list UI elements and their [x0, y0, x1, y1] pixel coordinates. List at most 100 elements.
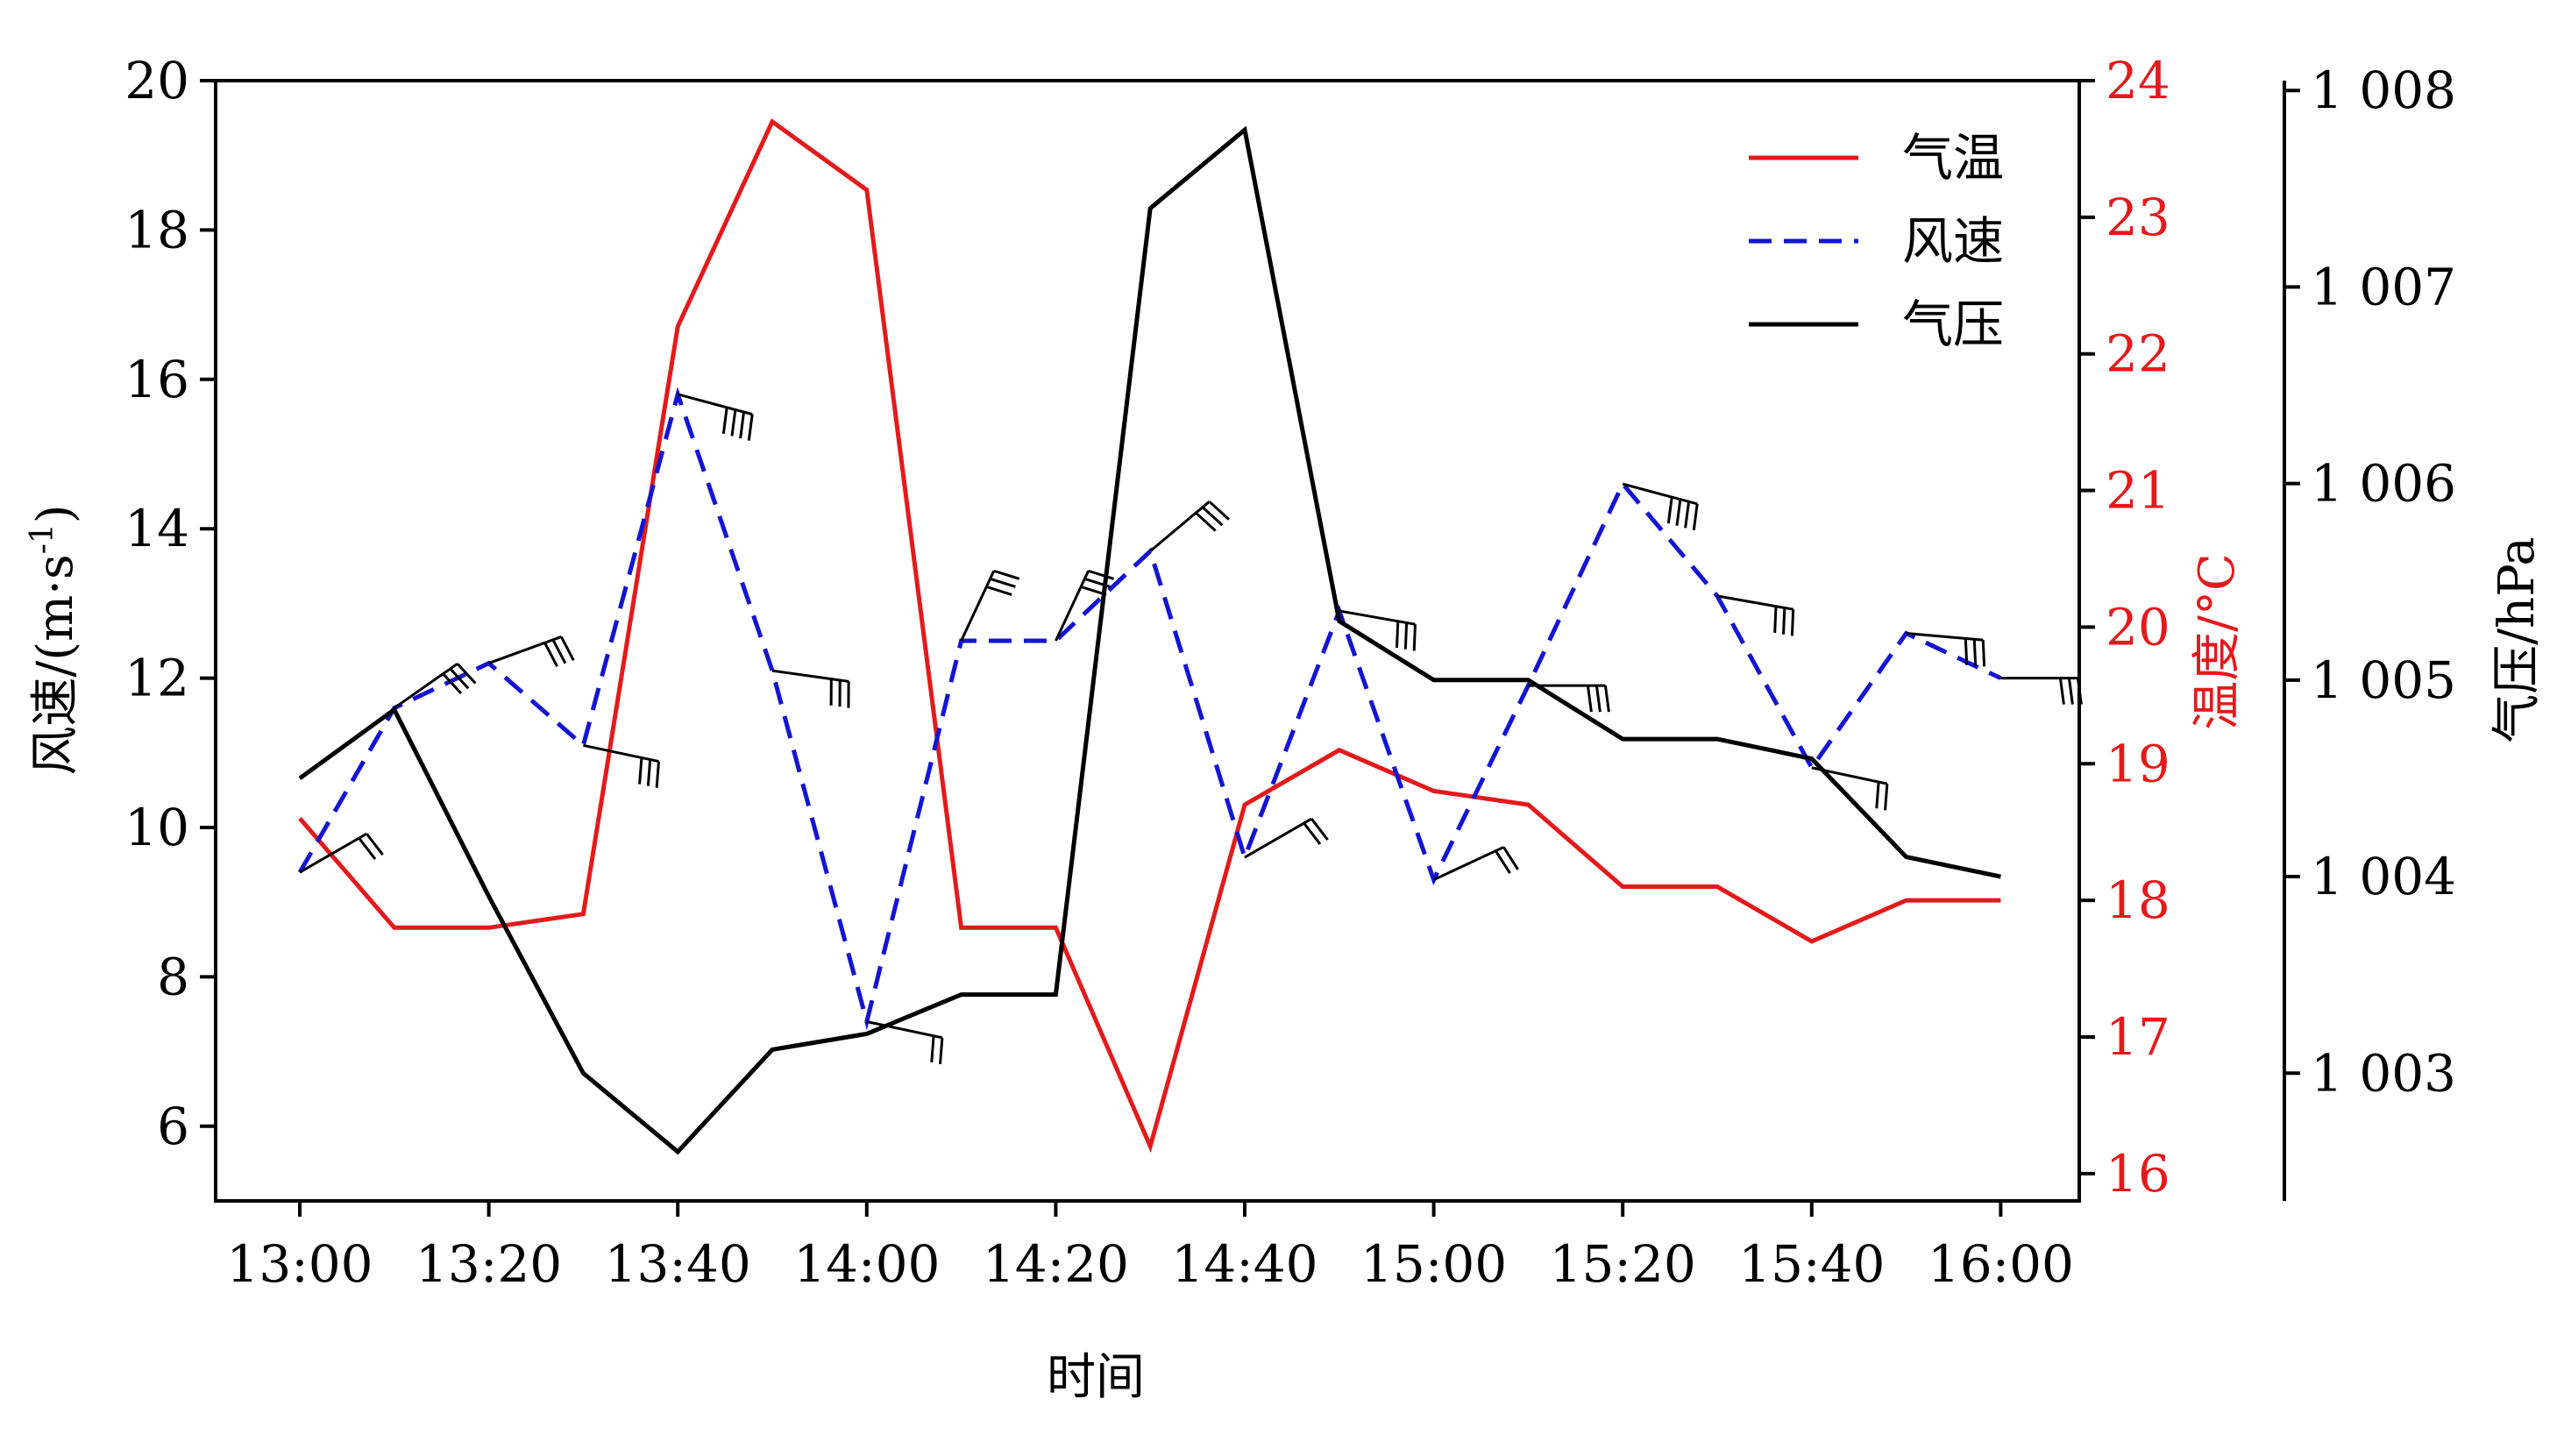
wind-barb-feather	[1972, 639, 1978, 666]
x-tick-label: 14:00	[793, 1234, 940, 1294]
wind-barb	[1906, 631, 1986, 667]
wind-barb-feather	[559, 636, 575, 661]
wind-barb	[1811, 766, 1889, 811]
y-left-axis-title-main: 风速/(m·s	[27, 554, 84, 775]
wind-barb-feather	[1692, 503, 1699, 531]
wind-barb-feather	[1773, 606, 1778, 633]
y-right-tick-label: 23	[2106, 188, 2170, 247]
wind-barb	[2000, 677, 2083, 705]
wind-barb-feather	[829, 678, 833, 706]
x-tick-label: 15:40	[1738, 1234, 1885, 1294]
wind-barbs	[299, 393, 2083, 1065]
wind-barb	[299, 832, 384, 874]
wind-barb-staff	[299, 832, 367, 874]
wind-barb-staff	[1339, 609, 1416, 626]
wind-barb-feather	[1195, 511, 1217, 532]
wind-barb-feather	[990, 577, 1016, 588]
wind-barb-feather	[1782, 607, 1786, 635]
wind-barb-staff	[1622, 482, 1698, 506]
pressure-tick-label: 1 005	[2311, 650, 2456, 710]
y-left-tick-label: 6	[157, 1097, 189, 1156]
wind-barb-feather	[655, 761, 660, 788]
x-tick-label: 15:00	[1360, 1234, 1507, 1294]
legend-label: 气压	[1902, 295, 2004, 354]
wind-barb	[1528, 684, 1610, 713]
wind-barb-feather	[2058, 678, 2065, 705]
x-tick-label: 14:40	[1171, 1234, 1318, 1294]
wind-barb-feather	[1310, 818, 1329, 841]
wind-barb-feather	[721, 407, 728, 435]
y-right-tick-label: 17	[2106, 1007, 2170, 1067]
y-right-tick-label: 19	[2106, 734, 2170, 793]
y-right-tick-label: 22	[2106, 324, 2170, 384]
wind-barb	[1432, 846, 1519, 881]
wind-barb	[960, 569, 1020, 642]
y-left-axis-title: 风速/(m·s-1)	[25, 504, 84, 775]
wind-barb-feather	[1083, 577, 1111, 588]
y-left-tick-label: 18	[124, 200, 189, 259]
wind-barb-feather	[1595, 685, 1602, 713]
legend-label: 风速	[1902, 211, 2004, 271]
y-left-tick-label: 12	[124, 649, 189, 708]
wind-barb-staff	[1906, 631, 1984, 642]
wind-barb-staff	[488, 636, 562, 664]
wind-barb-feather	[838, 679, 842, 707]
wind-barb-feather	[1088, 569, 1114, 580]
plot-frame	[214, 79, 2081, 1203]
y-right-tick-label: 20	[2106, 597, 2170, 657]
y-left-tick-label: 16	[124, 350, 189, 409]
wind-barb	[677, 393, 754, 441]
wind-barb-staff	[393, 662, 458, 709]
wind-barb	[1055, 569, 1114, 642]
x-tick-label: 15:20	[1550, 1234, 1696, 1294]
y-right-axis-title: 温度/°C	[2189, 553, 2246, 730]
wind-barb	[393, 662, 477, 709]
pressure-tick-label: 1 008	[2311, 60, 2456, 120]
wind-barb-feather	[1981, 640, 1986, 667]
wind-barb-feather	[1684, 501, 1691, 529]
wind-barb-feather	[1586, 685, 1593, 713]
pressure-tick-label: 1 004	[2311, 847, 2456, 906]
wind-barb-feather	[939, 1037, 944, 1065]
wind-barb-feather	[1080, 585, 1107, 596]
wind-barb-feather	[1875, 781, 1880, 809]
wind-barb-feather	[1964, 638, 1969, 665]
pressure-tick-label: 1 006	[2311, 454, 2456, 514]
x-tick-label: 13:20	[415, 1234, 562, 1294]
wind-barb	[1716, 594, 1795, 636]
series-line-气压	[298, 125, 2001, 1155]
y-left-tick-label: 8	[157, 947, 189, 1006]
wind-barb-feather	[1403, 622, 1409, 650]
wind-barb-feather	[1495, 849, 1511, 874]
series-layer	[297, 117, 2002, 1155]
wind-barb	[1339, 609, 1417, 651]
y-left-axis-title-sup: -1	[25, 523, 60, 554]
wind-barb-feather	[985, 585, 1012, 596]
wind-barb-feather	[543, 642, 558, 667]
wind-barb-feather	[456, 663, 477, 685]
wind-barb-feather	[1412, 624, 1417, 651]
x-tick-label: 13:00	[226, 1234, 373, 1294]
wind-barb	[771, 669, 850, 708]
wind-barb-staff	[1716, 594, 1793, 611]
series-line-风速	[297, 387, 2002, 1031]
wind-barb-staff	[677, 393, 753, 416]
wind-barb-feather	[2067, 678, 2074, 705]
wind-barb-feather	[1395, 621, 1400, 649]
wind-barb-staff	[1811, 766, 1888, 785]
wind-barb	[583, 743, 660, 788]
y-left-tick-label: 10	[124, 798, 189, 857]
wind-barb-staff	[960, 570, 996, 642]
wind-barb-feather	[442, 672, 463, 694]
wind-barb	[488, 636, 575, 667]
wind-barb-feather	[358, 837, 377, 861]
pressure-tick-label: 1 007	[2311, 257, 2456, 316]
y-left-axis-title-end: )	[27, 504, 84, 523]
plot-box	[214, 79, 2081, 1203]
x-axis-title: 时间	[1047, 1349, 1145, 1406]
y-right-tick-label: 24	[2106, 51, 2170, 110]
y-right-tick-label: 16	[2106, 1144, 2170, 1204]
wind-barb-feather	[449, 667, 470, 690]
